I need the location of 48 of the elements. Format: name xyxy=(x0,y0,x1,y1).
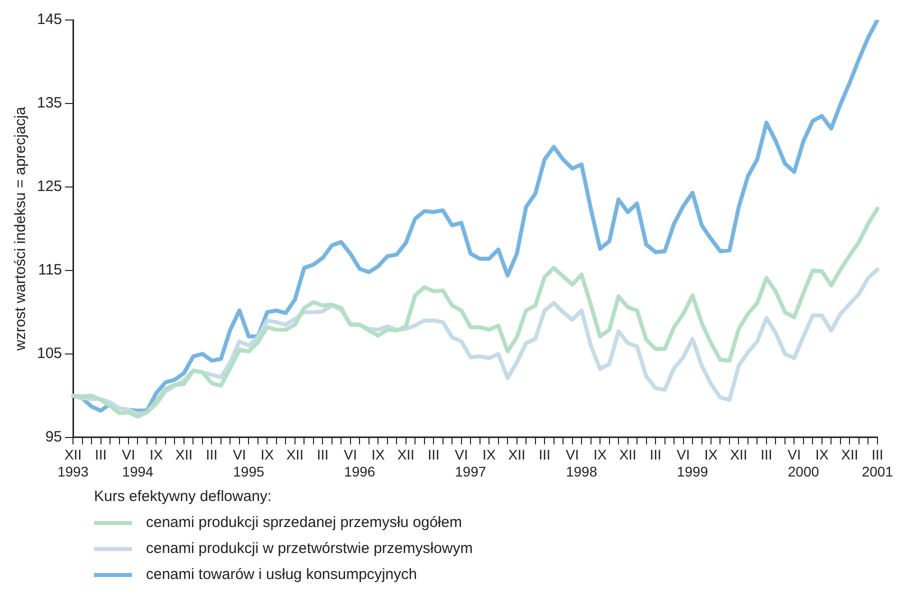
y-axis-title: wzrost wartości indeksu = aprecjacja xyxy=(12,106,30,352)
x-tick-label: III xyxy=(206,446,218,463)
legend-label: cenami towarów i usług konsumpcyjnych xyxy=(146,565,417,585)
x-tick-label: VI xyxy=(566,446,579,463)
x-tick-label: XII xyxy=(175,446,193,463)
x-tick-label: 1996 xyxy=(344,463,376,480)
x-tick-label: XII xyxy=(508,446,526,463)
x-tick-label: XII xyxy=(730,446,748,463)
x-tick-label: VI xyxy=(788,446,801,463)
x-tick-label: 1994 xyxy=(122,463,154,480)
x-tick-label: IX xyxy=(150,446,164,463)
y-tick-label: 145 xyxy=(36,11,62,28)
x-tick-label: 1995 xyxy=(233,463,264,480)
x-tick-label: 1998 xyxy=(566,463,598,480)
x-tick-label: VI xyxy=(454,446,468,463)
y-tick-label: 95 xyxy=(45,428,62,446)
x-tick-label: III xyxy=(760,446,772,463)
x-tick-label: XII xyxy=(286,446,304,463)
x-tick-label: III 2001 xyxy=(862,446,894,480)
x-tick-label: VI xyxy=(122,446,136,463)
y-tick-label: 115 xyxy=(38,262,62,279)
x-tick-label: III xyxy=(650,446,662,463)
x-tick-label: VI xyxy=(344,446,358,463)
x-tick-label: 1997 xyxy=(455,463,486,480)
x-tick-label: IX xyxy=(260,446,274,463)
y-tick-label: 135 xyxy=(36,94,62,112)
x-tick-label: III xyxy=(428,446,440,463)
x-tick-label: XII xyxy=(397,446,414,463)
x-tick-label: VI xyxy=(676,446,690,463)
x-tick-label: IX xyxy=(815,446,830,463)
legend-label: cenami produkcji w przetwórstwie przemysłowym xyxy=(146,539,473,559)
x-tick-label: VI xyxy=(232,446,246,463)
x-tick-label: III xyxy=(316,446,329,463)
x-tick-label: IX xyxy=(704,446,718,463)
x-tick-label: 1999 xyxy=(676,463,708,480)
x-tick-label: IX xyxy=(593,446,608,463)
x-tick-label: XII xyxy=(619,446,636,463)
legend-label: cenami produkcji sprzedanej przemysłu ogółem xyxy=(146,513,462,533)
y-tick-label: 125 xyxy=(36,178,62,196)
x-tick-label: IX xyxy=(482,446,496,463)
x-tick-label: III xyxy=(94,446,107,463)
x-tick-label: XII xyxy=(841,446,858,463)
x-tick-label: III xyxy=(538,446,550,463)
y-tick-label: 105 xyxy=(36,345,62,362)
x-tick-label: 2000 xyxy=(788,463,820,480)
x-tick-label: XII 1993 xyxy=(57,446,89,480)
legend-title: Kurs efektywny deflowany: xyxy=(94,487,273,507)
x-tick-label: IX xyxy=(372,446,386,463)
